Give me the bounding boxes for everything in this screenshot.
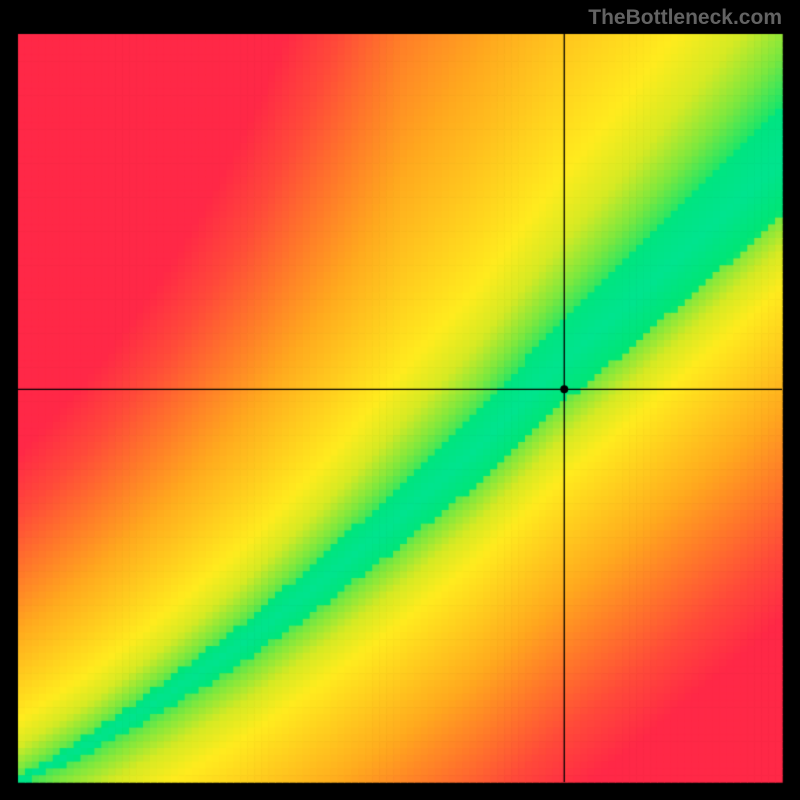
bottleneck-heatmap [0,0,800,800]
watermark-text: TheBottleneck.com [588,6,782,30]
chart-container: TheBottleneck.com [0,0,800,800]
